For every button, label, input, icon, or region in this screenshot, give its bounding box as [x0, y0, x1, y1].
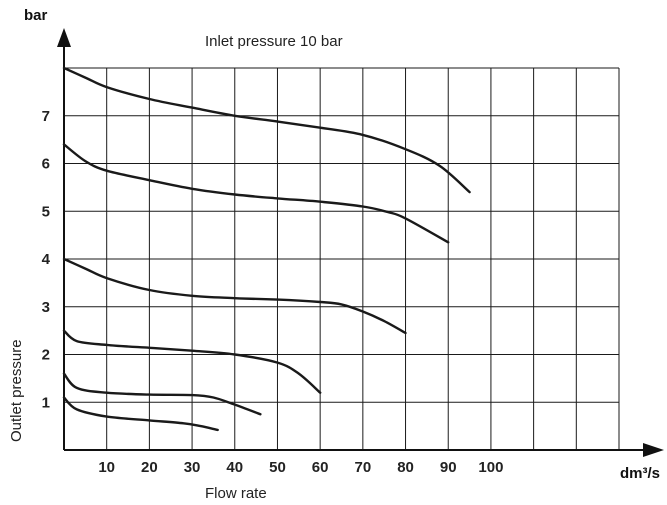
y-tick-label: 7 [42, 108, 50, 125]
x-tick-label: 80 [397, 459, 414, 476]
y-tick-label: 3 [42, 299, 50, 316]
x-tick-label: 90 [440, 459, 457, 476]
y-tick-labels: 1 2 3 4 5 6 7 [42, 108, 51, 412]
x-axis-unit: dm³/s [620, 465, 660, 482]
x-axis-arrow [643, 443, 664, 457]
chart-title: Inlet pressure 10 bar [205, 33, 343, 50]
y-tick-label: 5 [42, 203, 50, 220]
y-axis-arrow [57, 28, 71, 47]
y-axis-label: Outlet pressure [8, 339, 25, 442]
y-tick-label: 2 [42, 347, 50, 364]
curve-line-4 [62, 329, 322, 394]
y-tick-label: 1 [42, 394, 50, 411]
curve-line-6 [62, 396, 219, 432]
x-tick-label: 70 [355, 459, 372, 476]
x-tick-label: 20 [141, 459, 158, 476]
x-tick-label: 100 [478, 459, 503, 476]
curve-line-5 [62, 372, 262, 416]
curve-line-1 [62, 66, 471, 194]
x-tick-label: 40 [226, 459, 243, 476]
curve-line-2 [62, 143, 450, 244]
x-tick-label: 60 [312, 459, 329, 476]
y-tick-label: 4 [42, 251, 51, 268]
grid [64, 67, 620, 450]
x-tick-label: 10 [98, 459, 115, 476]
axes [57, 28, 664, 457]
y-axis-unit: bar [24, 7, 48, 24]
curve-line-3 [62, 257, 407, 335]
x-tick-labels: 10 20 30 40 50 60 70 80 90 100 [98, 459, 503, 476]
x-tick-label: 30 [184, 459, 201, 476]
x-tick-label: 50 [269, 459, 286, 476]
x-axis-label: Flow rate [205, 485, 267, 502]
y-tick-label: 6 [42, 156, 50, 173]
curves [62, 66, 471, 432]
